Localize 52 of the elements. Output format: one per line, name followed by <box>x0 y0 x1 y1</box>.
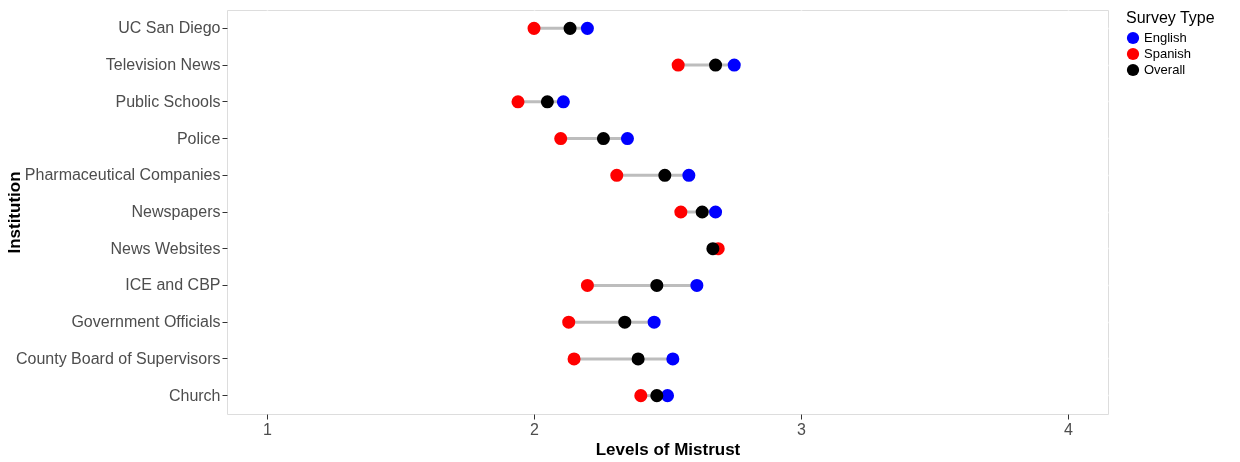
y-tick-label: Public Schools <box>115 92 221 110</box>
y-tick-label: News Websites <box>110 239 221 257</box>
y-tick-label: UC San Diego <box>118 19 221 37</box>
point <box>580 278 594 292</box>
point <box>650 389 664 403</box>
point <box>706 242 720 256</box>
x-tick-label: 2 <box>530 420 540 438</box>
legend-label: English <box>1144 30 1187 45</box>
point <box>562 315 576 329</box>
point <box>554 132 568 146</box>
x-tick-label: 1 <box>263 420 273 438</box>
point <box>660 389 675 403</box>
legend-label: Spanish <box>1144 46 1191 61</box>
legend-title: Survey Type <box>1126 9 1215 26</box>
x-axis-title: Levels of Mistrust <box>595 439 741 459</box>
point <box>634 389 648 403</box>
point <box>647 315 661 329</box>
y-tick-label: Pharmaceutical Companies <box>24 166 221 184</box>
point <box>674 205 688 219</box>
point <box>620 132 634 146</box>
legend-label: Overall <box>1144 62 1186 77</box>
point <box>658 168 672 182</box>
point <box>563 21 577 35</box>
y-tick-label: ICE and CBP <box>125 276 221 294</box>
point <box>650 278 664 292</box>
y-tick-label: Television News <box>105 56 221 74</box>
point <box>567 352 581 366</box>
point <box>631 352 645 366</box>
x-tick-label: 4 <box>1064 420 1073 438</box>
point <box>596 132 610 146</box>
point <box>682 168 696 182</box>
point <box>690 278 704 292</box>
point <box>709 58 723 72</box>
point <box>610 168 624 182</box>
point <box>671 58 685 72</box>
point <box>666 352 680 366</box>
y-tick-label: Newspapers <box>131 203 221 220</box>
y-tick-label: Government Officials <box>71 313 221 331</box>
point <box>727 58 741 72</box>
point <box>556 95 570 109</box>
point <box>540 95 554 109</box>
point <box>527 21 541 35</box>
y-axis-title: Institution <box>4 171 24 254</box>
y-tick-label: Church <box>168 386 221 404</box>
point <box>511 95 525 109</box>
point <box>695 205 709 219</box>
x-tick-label: 3 <box>797 420 807 438</box>
y-tick-label: County Board of Supervisors <box>15 349 221 367</box>
point <box>709 205 723 219</box>
point <box>618 315 632 329</box>
point <box>580 21 594 35</box>
y-tick-label: Police <box>176 129 221 147</box>
